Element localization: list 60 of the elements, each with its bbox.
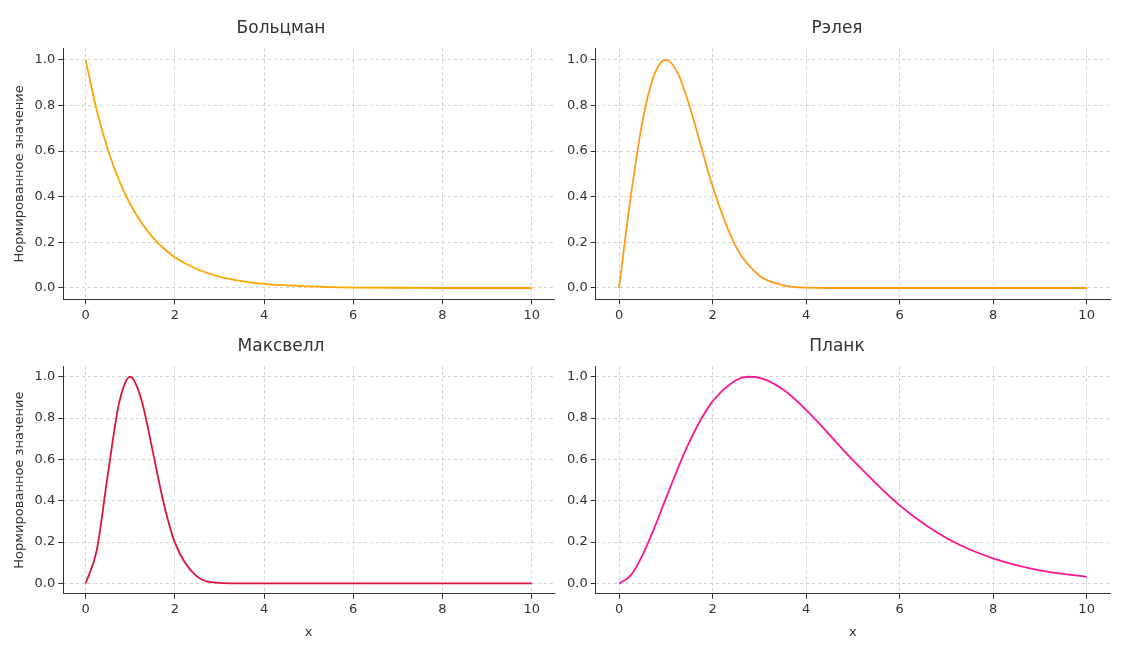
y-tick-label: 0.2 — [566, 533, 588, 549]
y-tick-label: 0.0 — [566, 279, 588, 295]
y-tick-label: 0.8 — [566, 96, 588, 112]
x-tick-label: 8 — [988, 306, 998, 322]
y-tick-label: 1.0 — [566, 368, 588, 384]
y-tick-label: 0.4 — [566, 492, 588, 508]
x-tick-label: 6 — [895, 306, 904, 322]
x-tick-label: 2 — [170, 600, 179, 616]
y-tick-label: 0.2 — [566, 233, 588, 249]
chart-title: Рэлея — [811, 16, 863, 37]
y-tick-label: 0.4 — [566, 188, 588, 204]
y-tick-label: 0.2 — [34, 233, 56, 249]
y-tick-label: 0.0 — [566, 574, 588, 590]
y-tick-label: 0.8 — [566, 409, 588, 425]
x-tick-label: 6 — [349, 306, 358, 322]
line-series — [618, 375, 1088, 585]
x-tick-label: 8 — [988, 600, 998, 616]
y-tick-label: 1.0 — [566, 51, 588, 67]
chart-title: Максвелл — [237, 334, 325, 355]
y-axis-title: Нормированное значение — [11, 391, 27, 569]
x-tick-label: 4 — [801, 306, 811, 322]
chart-title: Больцман — [236, 16, 326, 37]
y-tick-label: 0.2 — [34, 533, 56, 549]
x-tick-label: 10 — [1078, 600, 1095, 616]
line-series — [84, 58, 533, 289]
x-tick-label: 4 — [259, 600, 269, 616]
x-tick-label: 8 — [438, 600, 447, 616]
y-tick-label: 0.6 — [34, 142, 56, 158]
y-tick-label: 1.0 — [34, 51, 56, 67]
x-tick-label: 2 — [708, 306, 717, 322]
x-tick-label: 0 — [614, 600, 624, 616]
x-tick-label: 0 — [81, 600, 90, 616]
y-tick-label: 0.6 — [34, 450, 56, 466]
y-tick-label: 0.4 — [34, 188, 56, 204]
x-tick-label: 6 — [349, 600, 358, 616]
x-tick-label: 8 — [438, 306, 447, 322]
y-axis-title: Нормированное значение — [11, 85, 27, 263]
line-series — [84, 375, 533, 585]
y-tick-label: 0.8 — [34, 409, 56, 425]
y-tick-label: 0.0 — [34, 574, 56, 590]
x-tick-label: 2 — [170, 306, 179, 322]
x-tick-label: 4 — [259, 306, 269, 322]
x-tick-label: 4 — [801, 600, 811, 616]
y-tick-label: 0.4 — [34, 492, 56, 508]
x-tick-label: 6 — [895, 600, 904, 616]
line-series — [618, 58, 1088, 289]
x-tick-label: 0 — [614, 306, 624, 322]
y-tick-label: 0.8 — [34, 96, 56, 112]
x-tick-label: 2 — [708, 600, 717, 616]
y-tick-label: 0.0 — [34, 279, 56, 295]
x-tick-label: 10 — [523, 306, 540, 322]
chart-title: Планк — [809, 334, 865, 355]
x-tick-label: 0 — [81, 306, 90, 322]
x-axis-title: x — [304, 623, 313, 639]
y-tick-label: 1.0 — [34, 368, 56, 384]
y-tick-label: 0.6 — [566, 450, 588, 466]
y-tick-label: 0.6 — [566, 142, 588, 158]
x-tick-label: 10 — [1078, 306, 1095, 322]
x-axis-title: x — [848, 623, 857, 639]
x-tick-label: 10 — [523, 600, 540, 616]
